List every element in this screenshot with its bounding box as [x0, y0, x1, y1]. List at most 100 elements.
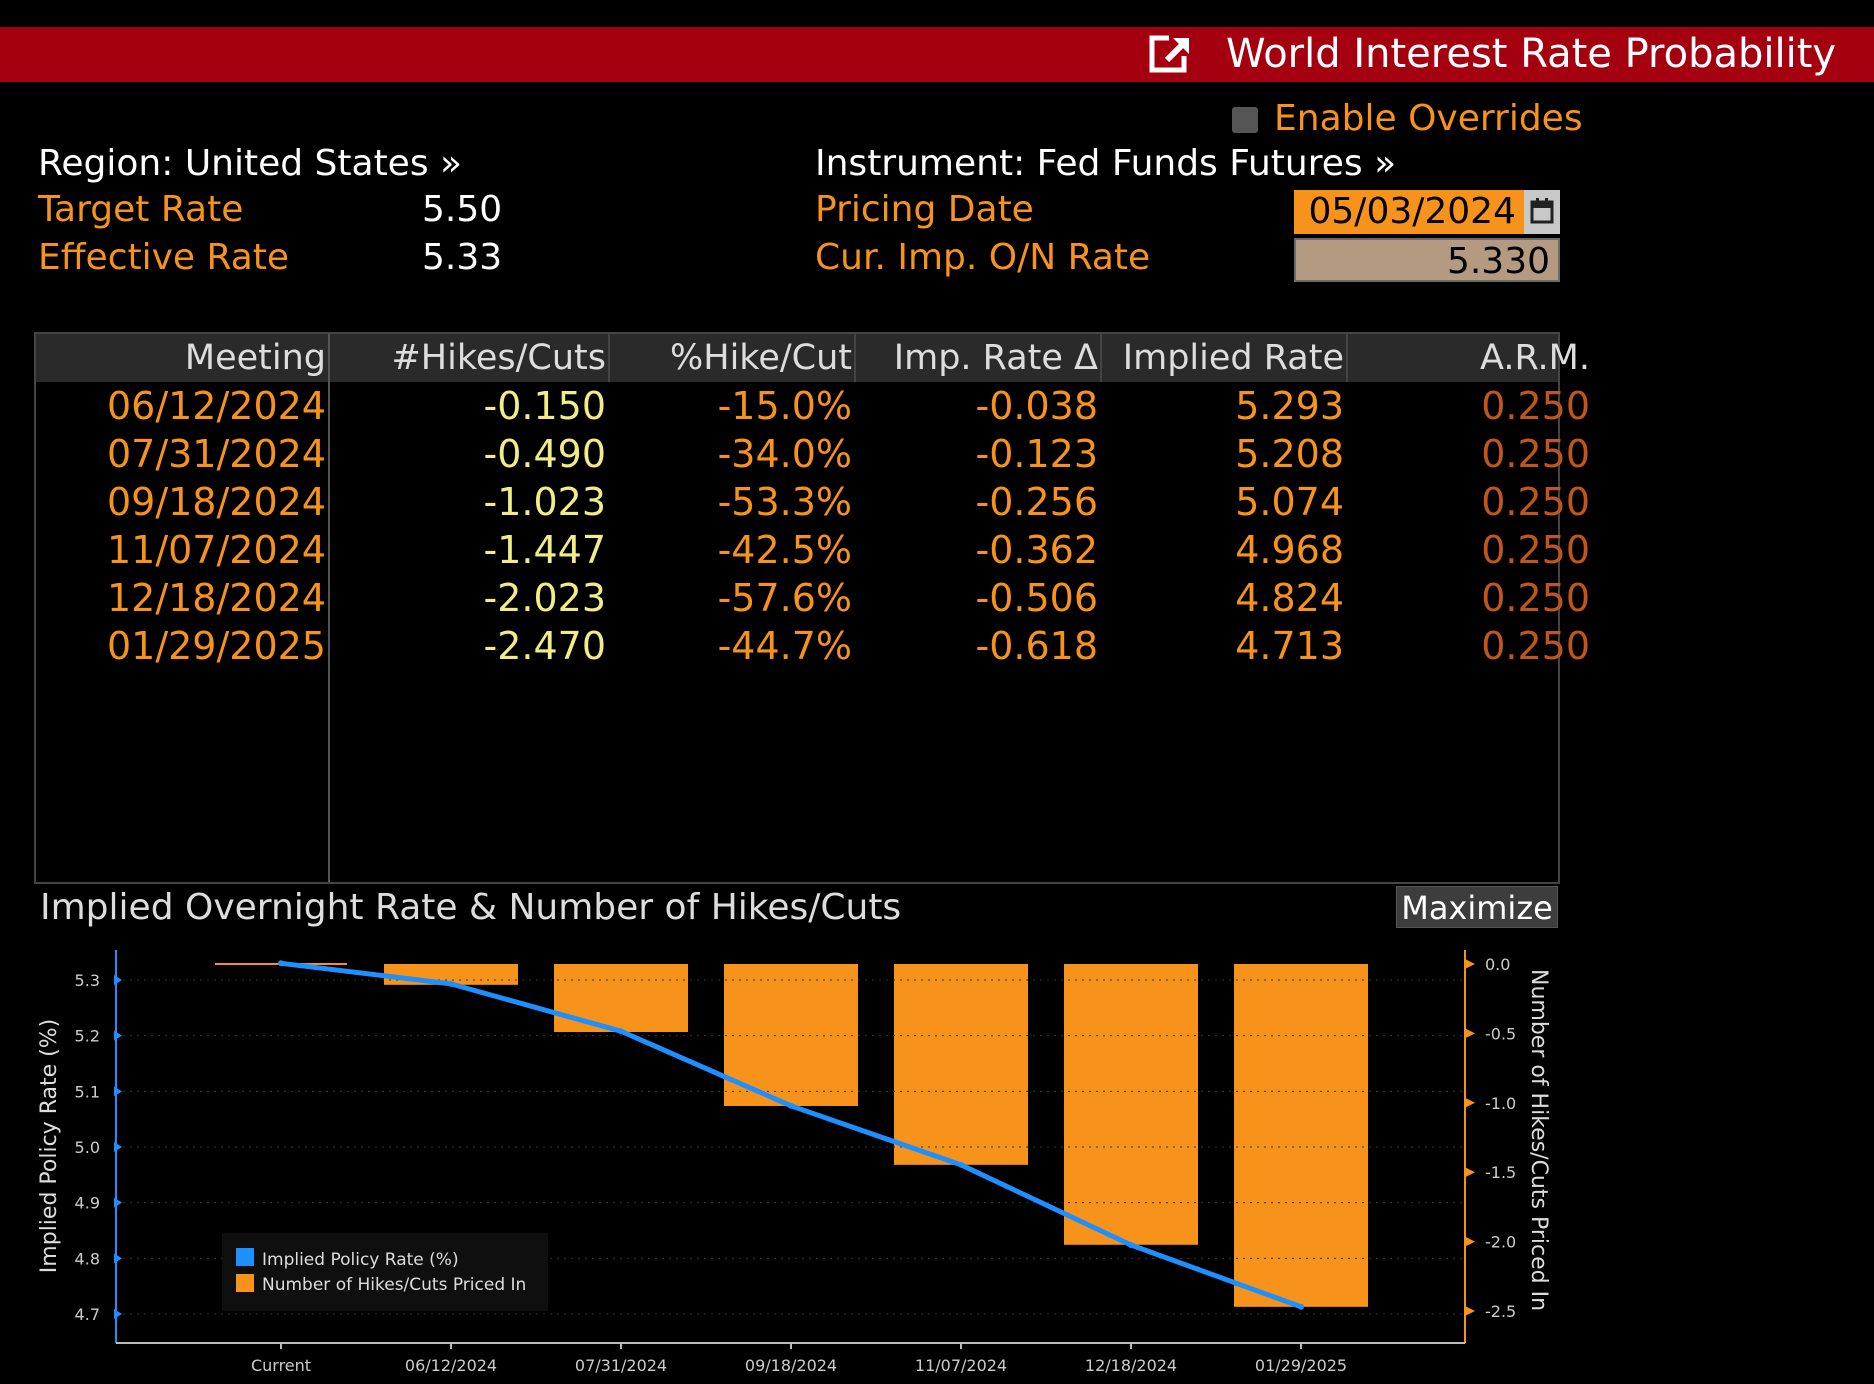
meeting-date: 07/31/2024	[106, 432, 326, 476]
legend-swatch-rate	[236, 1248, 254, 1266]
col-pct-hike-cut[interactable]: %Hike/Cut	[670, 338, 852, 378]
bar-01/29/2025	[1234, 964, 1368, 1307]
left-tick-mark	[114, 1197, 122, 1208]
col-imp-rate-delta[interactable]: Imp. Rate Δ	[893, 338, 1098, 378]
region-selector[interactable]: Region: United States »	[38, 143, 463, 184]
implied-rate-point	[958, 1161, 964, 1168]
imp-rate-delta-value: -0.256	[975, 480, 1099, 524]
col-implied-rate[interactable]: Implied Rate	[1122, 338, 1344, 378]
legend-box	[222, 1233, 548, 1311]
meeting-date: 06/12/2024	[106, 384, 326, 428]
arm-value: 0.250	[1481, 528, 1590, 572]
pct-hike-cut-value: -42.5%	[717, 528, 852, 572]
implied-rate-point	[448, 980, 454, 987]
legend-swatch-hikes	[236, 1274, 254, 1292]
table-header: Meeting #Hikes/Cuts %Hike/Cut Imp. Rate …	[36, 334, 1590, 382]
chart-legend: Implied Policy Rate (%) Number of Hikes/…	[222, 1233, 548, 1311]
implied-rate-point	[278, 960, 284, 967]
left-tick-mark	[114, 1086, 122, 1097]
legend-label-rate: Implied Policy Rate (%)	[262, 1250, 459, 1270]
imp-rate-delta-value: -0.362	[975, 528, 1099, 572]
effective-rate-label: Effective Rate	[38, 237, 290, 278]
implied-rate-value: 5.293	[1235, 384, 1344, 428]
right-tick-label: -1.5	[1485, 1163, 1516, 1182]
table-divider	[328, 334, 330, 882]
implied-rate-value: 4.824	[1235, 576, 1344, 620]
target-rate-value: 5.50	[422, 189, 503, 230]
right-tick-mark	[1465, 1236, 1475, 1247]
hikes-cuts-value: -2.023	[483, 576, 607, 620]
imp-rate-delta-value: -0.123	[975, 432, 1099, 476]
on-rate-input[interactable]: 5.330	[1294, 238, 1560, 282]
meetings-table: Meeting #Hikes/Cuts %Hike/Cut Imp. Rate …	[34, 332, 1590, 884]
pct-hike-cut-value: -15.0%	[717, 384, 852, 428]
window-title: World Interest Rate Probability	[1226, 31, 1837, 77]
x-tick-label: 06/12/2024	[405, 1356, 497, 1375]
right-tick-label: -0.5	[1485, 1024, 1516, 1043]
right-tick-label: -1.0	[1485, 1094, 1516, 1113]
arm-value: 0.250	[1481, 624, 1590, 668]
arm-value: 0.250	[1481, 480, 1590, 524]
table-row[interactable]: 09/18/2024 -1.023 -53.3% -0.256 5.074 0.…	[36, 478, 1590, 526]
x-tick-label: 11/07/2024	[915, 1356, 1007, 1375]
implied-rate-point	[1128, 1241, 1134, 1248]
left-tick-label: 5.0	[75, 1138, 100, 1157]
right-tick-mark	[1465, 1306, 1475, 1316]
right-axis-title: Number of Hikes/Cuts Priced In	[1526, 969, 1551, 1311]
right-tick-label: -2.5	[1485, 1302, 1516, 1321]
right-tick-label: 0.0	[1485, 955, 1510, 974]
col-meeting[interactable]: Meeting	[184, 338, 326, 378]
pct-hike-cut-value: -53.3%	[717, 480, 852, 524]
legend-label-hikes: Number of Hikes/Cuts Priced In	[262, 1275, 526, 1295]
hikes-cuts-value: -1.447	[483, 528, 607, 572]
title-bar: World Interest Rate Probability	[0, 27, 1874, 82]
left-tick-label: 4.9	[75, 1194, 100, 1213]
checkbox-icon[interactable]	[1232, 107, 1258, 133]
pct-hike-cut-value: -57.6%	[717, 576, 852, 620]
implied-rate-point	[618, 1028, 624, 1035]
left-axis-title: Implied Policy Rate (%)	[37, 1019, 62, 1273]
implied-rate-value: 4.968	[1235, 528, 1344, 572]
implied-rate-point	[1298, 1303, 1304, 1310]
imp-rate-delta-value: -0.038	[975, 384, 1099, 428]
bar-09/18/2024	[724, 964, 858, 1106]
pricing-date-label: Pricing Date	[815, 189, 1034, 230]
external-link-icon[interactable]	[1149, 34, 1193, 76]
left-tick-label: 5.2	[75, 1027, 100, 1046]
bar-12/18/2024	[1064, 964, 1198, 1245]
left-tick-mark	[114, 975, 122, 985]
right-tick-mark	[1465, 1167, 1475, 1178]
table-row[interactable]: 11/07/2024 -1.447 -42.5% -0.362 4.968 0.…	[36, 526, 1590, 574]
instrument-selector[interactable]: Instrument: Fed Funds Futures »	[815, 143, 1397, 184]
left-tick-mark	[114, 1253, 122, 1264]
hikes-cuts-value: -2.470	[483, 624, 607, 668]
right-tick-label: -2.0	[1485, 1233, 1516, 1252]
bar-07/31/2024	[554, 964, 688, 1033]
table-row[interactable]: 12/18/2024 -2.023 -57.6% -0.506 4.824 0.…	[36, 574, 1590, 622]
meeting-date: 11/07/2024	[106, 528, 326, 572]
x-tick-label: Current	[251, 1356, 311, 1375]
calendar-icon	[1530, 198, 1554, 224]
arm-value: 0.250	[1481, 576, 1590, 620]
on-rate-label: Cur. Imp. O/N Rate	[815, 237, 1151, 278]
imp-rate-delta-value: -0.506	[975, 576, 1099, 620]
chart-title: Implied Overnight Rate & Number of Hikes…	[40, 887, 902, 928]
table-row[interactable]: 01/29/2025 -2.470 -44.7% -0.618 4.713 0.…	[36, 622, 1590, 670]
col-hikes-cuts[interactable]: #Hikes/Cuts	[391, 338, 606, 378]
table-row[interactable]: 07/31/2024 -0.490 -34.0% -0.123 5.208 0.…	[36, 430, 1590, 478]
left-tick-mark	[114, 1142, 122, 1152]
arm-value: 0.250	[1481, 384, 1590, 428]
meeting-date: 12/18/2024	[106, 576, 326, 620]
maximize-button[interactable]: Maximize	[1396, 886, 1558, 928]
implied-rate-value: 5.208	[1235, 432, 1344, 476]
imp-rate-delta-value: -0.618	[975, 624, 1099, 668]
calendar-button[interactable]	[1524, 190, 1560, 234]
col-arm[interactable]: A.R.M.	[1480, 338, 1590, 378]
enable-overrides-label: Enable Overrides	[1274, 98, 1583, 139]
pricing-date-input[interactable]: 05/03/2024	[1294, 190, 1524, 234]
table-row[interactable]: 06/12/2024 -0.150 -15.0% -0.038 5.293 0.…	[36, 382, 1590, 430]
left-tick-label: 5.1	[75, 1082, 100, 1101]
left-tick-label: 5.3	[75, 971, 100, 990]
x-tick-label: 12/18/2024	[1085, 1356, 1177, 1375]
right-tick-mark	[1465, 959, 1475, 969]
